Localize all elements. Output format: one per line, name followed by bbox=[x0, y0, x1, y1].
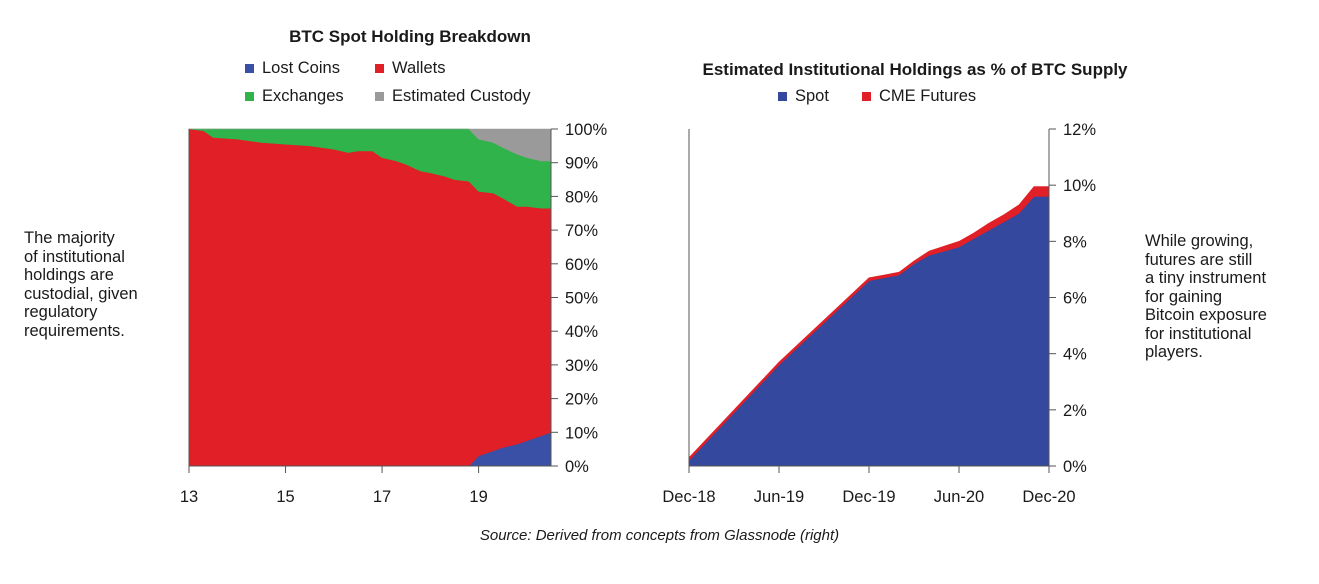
right-y-tick-label: 4% bbox=[1063, 346, 1087, 364]
legend-swatch-spot bbox=[778, 92, 787, 101]
legend-label-exchanges: Exchanges bbox=[262, 87, 344, 105]
left-y-tick-label: 40% bbox=[565, 323, 598, 341]
left-y-tick-label: 20% bbox=[565, 391, 598, 409]
left-y-tick-label: 70% bbox=[565, 222, 598, 240]
right-annotation: While growing, futures are still a tiny … bbox=[1145, 232, 1267, 361]
left-y-tick-label: 60% bbox=[565, 256, 598, 274]
legend-label-spot: Spot bbox=[795, 87, 829, 105]
left-chart-title: BTC Spot Holding Breakdown bbox=[289, 27, 531, 46]
left-y-tick-label: 50% bbox=[565, 290, 598, 308]
right-y-tick-label: 10% bbox=[1063, 177, 1096, 195]
legend-label-cme-futures: CME Futures bbox=[879, 87, 977, 105]
right-chart-title: Estimated Institutional Holdings as % of… bbox=[702, 60, 1128, 79]
legend-label-estimated-custody: Estimated Custody bbox=[392, 87, 531, 105]
source-caption: Source: Derived from concepts from Glass… bbox=[479, 527, 840, 544]
left-y-tick-label: 80% bbox=[565, 188, 598, 206]
left-x-tick-label: 15 bbox=[276, 488, 294, 506]
left-annotation: The majority of institutional holdings a… bbox=[24, 229, 138, 340]
right-x-tick-label: Dec-18 bbox=[662, 488, 715, 506]
left-chart: 0% 10% 20% 30% 40% 50% 60% 70% 80% 90% 100% 13 15 17 1… bbox=[180, 121, 608, 506]
legend-swatch-wallets bbox=[375, 64, 384, 73]
right-x-tick-label: Dec-19 bbox=[842, 488, 895, 506]
left-x-tick-label: 13 bbox=[180, 488, 198, 506]
area-spot bbox=[688, 196, 1050, 467]
right-y-tick-label: 6% bbox=[1063, 290, 1087, 308]
legend-swatch-cme-futures bbox=[862, 92, 871, 101]
left-x-tick-label: 19 bbox=[469, 488, 487, 506]
right-x-tick-label: Dec-20 bbox=[1022, 488, 1075, 506]
right-x-tick-label: Jun-19 bbox=[754, 488, 804, 506]
legend-swatch-estimated-custody bbox=[375, 92, 384, 101]
legend-item-lost-coins: Lost Coins bbox=[245, 59, 340, 78]
left-y-tick-label: 30% bbox=[565, 357, 598, 375]
right-chart: 0% 2% 4% 6% 8% 10% 12% Dec-18 Jun-19 Dec-19 Jun-20… bbox=[662, 121, 1096, 506]
left-y-tick-label: 100% bbox=[565, 121, 608, 139]
legend-item-wallets: Wallets bbox=[375, 59, 445, 78]
right-x-tick-label: Jun-20 bbox=[934, 488, 984, 506]
right-y-tick-label: 0% bbox=[1063, 458, 1087, 476]
left-x-tick-label: 17 bbox=[373, 488, 391, 506]
left-y-tick-label: 0% bbox=[565, 458, 589, 476]
legend-item-estimated-custody: Estimated Custody bbox=[375, 87, 530, 106]
legend-item-cme-futures: CME Futures bbox=[862, 87, 976, 106]
legend-label-wallets: Wallets bbox=[392, 59, 446, 77]
legend-label-lost-coins: Lost Coins bbox=[262, 59, 340, 77]
right-y-tick-label: 2% bbox=[1063, 402, 1087, 420]
left-y-tick-label: 90% bbox=[565, 155, 598, 173]
right-y-tick-label: 8% bbox=[1063, 233, 1087, 251]
legend-item-exchanges: Exchanges bbox=[245, 87, 344, 106]
legend-item-spot: Spot bbox=[778, 87, 829, 106]
legend-swatch-exchanges bbox=[245, 92, 254, 101]
right-y-tick-label: 12% bbox=[1063, 121, 1096, 139]
legend-swatch-lost-coins bbox=[245, 64, 254, 73]
left-y-tick-label: 10% bbox=[565, 424, 598, 442]
